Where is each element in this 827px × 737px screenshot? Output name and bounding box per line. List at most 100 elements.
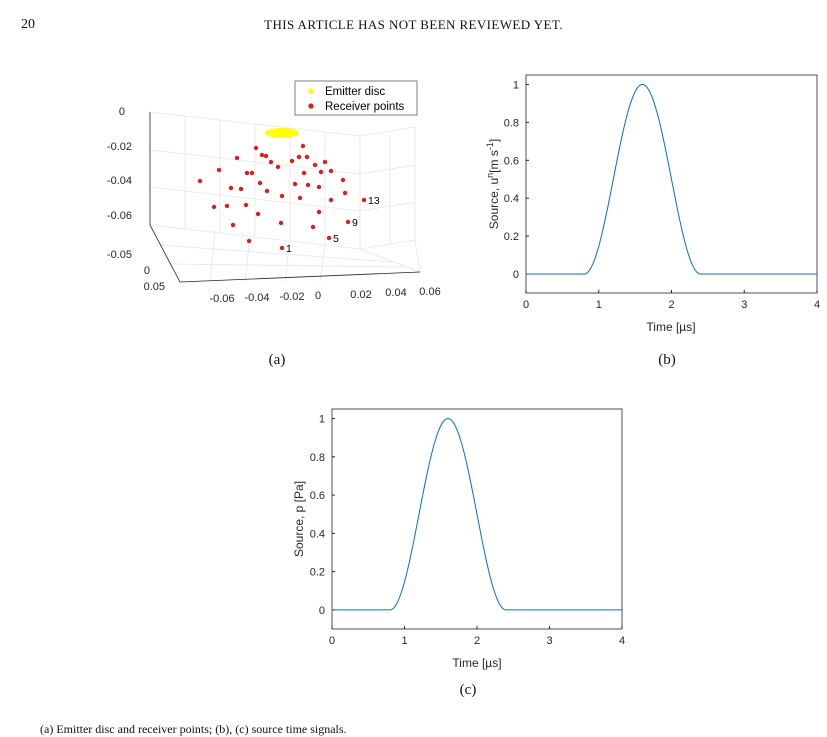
figure-b-ticks: 0 1 2 3 4 0 0.2 0.4 0.6 0.8 1 xyxy=(504,79,820,311)
receiver-point xyxy=(255,211,261,217)
z-tick: -0.06 xyxy=(107,210,132,222)
receiver-point xyxy=(328,168,334,174)
figure-a-3d-plot: 0 -0.02 -0.04 -0.06 -0.05 0 0.05 -0.06 -… xyxy=(107,80,441,368)
receiver-point xyxy=(264,188,270,194)
receiver-point xyxy=(318,169,324,175)
figure-a-legend: Emitter disc Receiver points xyxy=(294,80,418,116)
figure-c-series-line xyxy=(332,418,622,611)
receiver-point-1 xyxy=(279,245,285,251)
receiver-point xyxy=(289,158,295,164)
y-tick: 0 xyxy=(144,265,150,277)
y-tick-label: 0.4 xyxy=(310,528,325,540)
z-tick: 0 xyxy=(119,106,125,118)
y-tick-label: 0.8 xyxy=(310,452,325,464)
y-tick: 0.05 xyxy=(144,281,165,293)
receiver-point xyxy=(238,186,244,192)
receiver-point xyxy=(211,204,217,210)
figure-b-xlabel: Time [µs] xyxy=(646,320,695,334)
receiver-point xyxy=(310,224,316,230)
receiver-point xyxy=(263,153,269,159)
receiver-point xyxy=(312,162,318,168)
receiver-point xyxy=(216,167,222,173)
receiver-point xyxy=(253,145,259,151)
subfigure-label-c: (c) xyxy=(460,682,477,698)
receiver-point xyxy=(316,209,322,215)
receiver-point-5 xyxy=(326,235,332,241)
x-tick-label: 3 xyxy=(546,635,552,647)
x-tick: -0.06 xyxy=(209,293,234,305)
figure-b-plot: 0 1 2 3 4 0 0.2 0.4 0.6 0.8 1 Time [µs] Source, un… xyxy=(485,74,820,368)
receiver-point xyxy=(246,238,252,244)
figure-c-plot: 0 1 2 3 4 0 0.2 0.4 0.6 0.8 1 Time [µs] Source, p … xyxy=(292,408,625,698)
legend-emitter-label: Emitter disc xyxy=(325,86,385,98)
subfigure-label-b: (b) xyxy=(658,352,676,368)
figure-c-xlabel: Time [µs] xyxy=(452,656,501,670)
receiver-point xyxy=(292,181,298,187)
x-tick: 0.04 xyxy=(385,287,406,299)
y-tick-label: 0.4 xyxy=(504,193,519,205)
receiver-point xyxy=(249,170,255,176)
receiver-point xyxy=(297,195,303,201)
figure-b-series-line xyxy=(526,83,817,275)
legend-emitter-marker xyxy=(308,88,314,94)
legend-receiver-marker xyxy=(308,103,314,109)
x-tick-label: 0 xyxy=(523,299,529,311)
receiver-annotation-5: 5 xyxy=(333,233,339,245)
receiver-point xyxy=(342,190,348,196)
x-tick-label: 3 xyxy=(741,299,747,311)
x-tick: -0.04 xyxy=(244,292,269,304)
receiver-point xyxy=(340,177,346,183)
receiver-point xyxy=(197,178,203,184)
receiver-point xyxy=(224,203,230,209)
emitter-disc xyxy=(265,128,299,138)
receiver-annotation-9: 9 xyxy=(352,217,358,229)
x-tick-label: 4 xyxy=(814,299,820,311)
y-tick-label: 0.8 xyxy=(504,117,519,129)
receiver-point xyxy=(244,170,250,176)
receiver-point xyxy=(279,193,285,199)
x-tick-label: 0 xyxy=(329,635,335,647)
z-tick: -0.02 xyxy=(107,141,132,153)
receiver-point xyxy=(228,185,234,191)
subfigure-label-a: (a) xyxy=(269,352,286,368)
legend-receiver-label: Receiver points xyxy=(325,101,405,113)
receiver-point xyxy=(278,220,284,226)
y-tick-label: 0.2 xyxy=(310,567,325,579)
y-tick-label: 0.2 xyxy=(504,231,519,243)
figure-c-axes-box xyxy=(331,408,623,630)
running-title: THIS ARTICLE HAS NOT BEEN REVIEWED YET. xyxy=(264,17,563,32)
receiver-point xyxy=(328,197,334,203)
x-tick-label: 1 xyxy=(596,299,602,311)
y-tick-label: 0 xyxy=(319,605,325,617)
figure-c-ticks: 0 1 2 3 4 0 0.2 0.4 0.6 0.8 1 xyxy=(310,414,625,647)
y-tick-label: 0 xyxy=(513,269,519,281)
receiver-point xyxy=(296,154,302,160)
z-tick: -0.04 xyxy=(107,175,132,187)
x-tick-label: 2 xyxy=(668,299,674,311)
receiver-point xyxy=(275,164,281,170)
figure-b-axes-box xyxy=(525,74,818,294)
x-tick: 0.02 xyxy=(350,289,371,301)
receiver-point xyxy=(322,159,328,165)
x-tick: -0.02 xyxy=(279,291,304,303)
receiver-point xyxy=(257,180,263,186)
x-tick-label: 4 xyxy=(619,635,625,647)
figure-c-ylabel: Source, p [Pa] xyxy=(292,481,306,557)
receiver-point xyxy=(300,143,306,149)
receiver-point xyxy=(230,222,236,228)
figure-a-grid xyxy=(149,111,421,284)
receiver-point-13 xyxy=(361,197,367,203)
y-tick-label: 0.6 xyxy=(504,155,519,167)
receiver-annotation-1: 1 xyxy=(286,243,292,255)
receiver-points xyxy=(197,143,367,251)
y-tick-label: 1 xyxy=(513,79,519,91)
receiver-point xyxy=(301,170,307,176)
y-tick-label: 0.6 xyxy=(310,490,325,502)
receiver-point xyxy=(305,182,311,188)
page-number: 20 xyxy=(21,17,35,32)
receiver-point xyxy=(304,154,310,160)
x-tick: 0 xyxy=(315,290,321,302)
receiver-point xyxy=(243,202,249,208)
figure-b-ylabel: Source, un[m s-1] xyxy=(485,139,501,229)
